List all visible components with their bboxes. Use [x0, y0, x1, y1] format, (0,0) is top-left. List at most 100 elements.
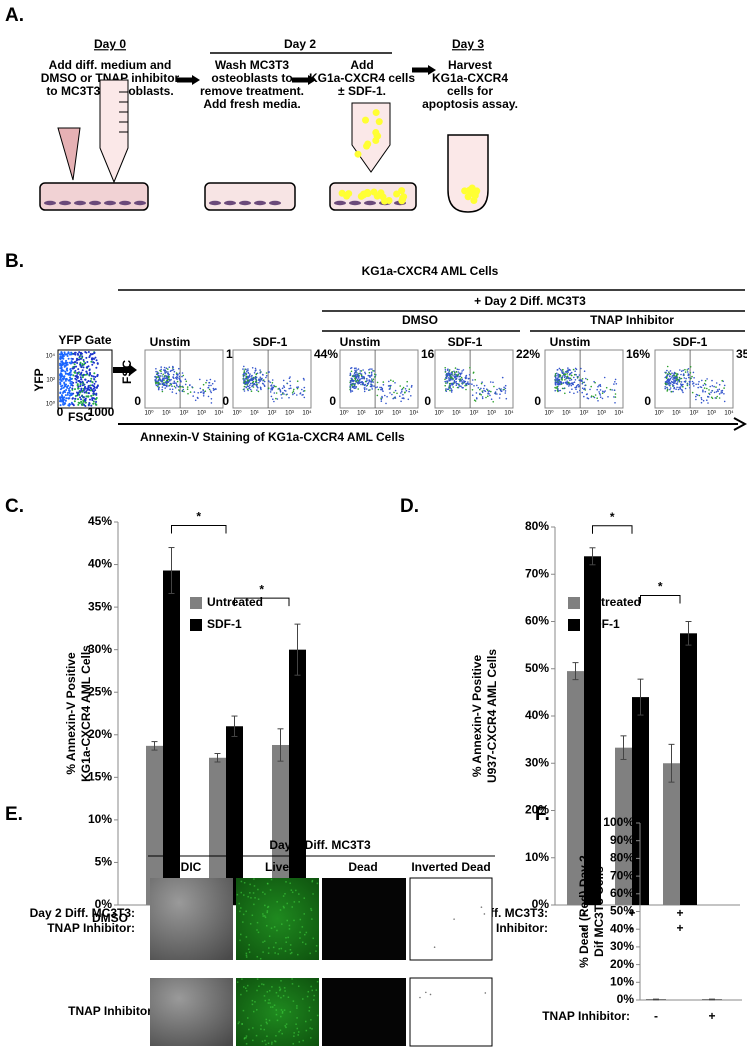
event [367, 382, 370, 384]
column-header: Inverted Dead [411, 860, 490, 874]
event [675, 388, 677, 391]
event [160, 368, 162, 371]
event [361, 382, 364, 385]
event [554, 375, 557, 377]
event [199, 378, 201, 381]
event [68, 397, 71, 400]
event [492, 401, 495, 403]
event [279, 388, 281, 391]
event [282, 385, 285, 387]
event [175, 372, 178, 374]
plot-title: Unstim [150, 335, 191, 349]
live-speckle [267, 1002, 270, 1004]
event [459, 375, 462, 378]
event [81, 376, 84, 379]
live-speckle [272, 946, 275, 949]
event [389, 392, 391, 394]
live-speckle [250, 897, 252, 899]
plot-xtick: 10⁴ [214, 410, 224, 417]
event [677, 379, 680, 382]
bar [632, 697, 649, 905]
event [369, 389, 371, 391]
event [666, 381, 669, 384]
event [60, 353, 63, 356]
event [680, 384, 683, 387]
event [354, 374, 357, 376]
event [461, 370, 463, 372]
event [380, 400, 383, 403]
y-axis-label: U937-CXCR4 AML Cells [485, 649, 499, 783]
event [557, 373, 559, 376]
live-speckle [285, 1023, 288, 1025]
event [371, 388, 374, 390]
live-image [236, 878, 319, 960]
event [721, 379, 723, 382]
live-speckle [283, 987, 286, 989]
live-speckle [239, 910, 241, 913]
event [178, 375, 181, 378]
event [399, 395, 401, 398]
event [66, 369, 69, 372]
event [63, 375, 66, 378]
live-speckle [311, 879, 314, 882]
event [578, 385, 581, 387]
event [68, 394, 71, 397]
event [569, 379, 571, 382]
event [486, 388, 488, 391]
event [245, 368, 247, 371]
event [267, 371, 270, 373]
event [210, 391, 212, 394]
event [456, 386, 459, 389]
pipette [351, 102, 391, 173]
event [505, 397, 508, 400]
event [597, 400, 599, 402]
live-speckle [286, 902, 288, 905]
event [404, 388, 407, 390]
live-speckle [256, 1009, 258, 1011]
percent-label: 35% [736, 347, 747, 361]
event [557, 383, 559, 385]
live-speckle [249, 923, 252, 925]
plot-xtick: 10¹ [250, 411, 259, 417]
event [80, 378, 83, 381]
event [684, 387, 687, 390]
event [686, 369, 689, 371]
event [87, 395, 90, 398]
live-speckle [248, 1028, 250, 1031]
event [59, 353, 62, 356]
tube [447, 134, 489, 213]
event [405, 389, 408, 392]
event [83, 387, 86, 390]
event [451, 382, 453, 385]
event [157, 380, 160, 382]
event [59, 372, 62, 375]
live-speckle [310, 909, 313, 912]
event [700, 398, 703, 401]
live-speckle [268, 947, 270, 949]
event [570, 382, 573, 385]
event [93, 352, 96, 355]
event [366, 377, 368, 380]
plot-xtick: 10⁰ [232, 410, 242, 417]
event [450, 377, 452, 379]
event [380, 386, 383, 389]
event [707, 396, 710, 398]
event [461, 380, 463, 382]
y-tick-label: 45% [88, 514, 112, 528]
event [261, 382, 264, 385]
event [255, 379, 257, 381]
live-speckle [260, 1028, 262, 1030]
event [243, 385, 246, 388]
event [590, 385, 592, 388]
event [709, 385, 711, 388]
event [451, 373, 453, 375]
event [380, 398, 383, 401]
event [211, 382, 214, 385]
event [446, 382, 449, 384]
event [688, 383, 691, 386]
event [96, 362, 99, 365]
event [247, 375, 249, 378]
live-speckle [265, 1018, 268, 1021]
event [59, 391, 62, 394]
event [504, 392, 507, 394]
